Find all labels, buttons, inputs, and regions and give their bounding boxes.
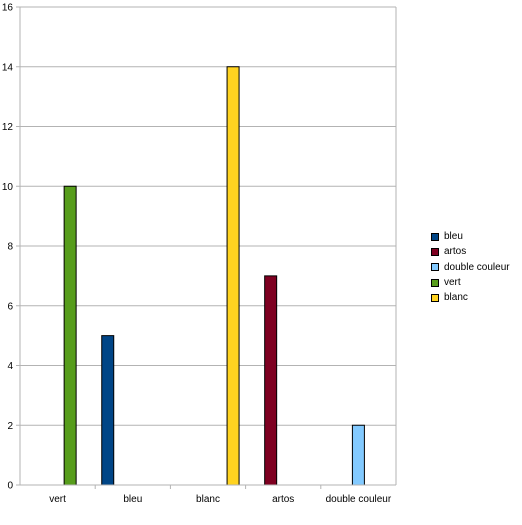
x-tick-label: vert	[49, 494, 66, 505]
axes	[19, 7, 397, 486]
y-tick-label: 16	[2, 3, 14, 14]
x-tick-label: double couleur	[326, 494, 392, 505]
x-tick-label: artos	[272, 494, 294, 505]
legend-item: bleu	[431, 229, 510, 244]
legend-item: double couleur	[431, 260, 510, 275]
legend-swatch	[431, 293, 439, 302]
legend-label: double couleur	[444, 261, 510, 273]
bar-artos	[264, 275, 278, 486]
y-tick-label: 0	[7, 481, 13, 492]
legend-swatch	[431, 278, 439, 287]
x-tick-label: blanc	[196, 494, 220, 505]
legend-label: blanc	[444, 292, 468, 304]
legend-item: blanc	[431, 290, 510, 305]
y-tick-label: 8	[7, 242, 13, 253]
legend: bleu artos double couleur vert blanc	[431, 229, 510, 305]
legend-label: vert	[444, 277, 461, 289]
legend-label: bleu	[444, 231, 463, 243]
y-tick-label: 14	[2, 62, 14, 73]
x-tick-label: bleu	[123, 494, 142, 505]
bar-double-couleur	[351, 424, 365, 486]
grid-lines	[16, 6, 396, 486]
bar-bleu	[101, 335, 115, 486]
bar-blanc	[226, 66, 240, 486]
x-axis-ticks: vert bleu blanc artos double couleur	[49, 485, 392, 505]
legend-swatch	[431, 232, 439, 241]
legend-swatch	[431, 247, 439, 256]
y-tick-label: 2	[7, 421, 13, 432]
bars	[63, 66, 365, 486]
y-tick-label: 10	[2, 182, 14, 193]
legend-swatch	[431, 263, 439, 272]
y-tick-label: 6	[7, 301, 13, 312]
legend-label: artos	[444, 246, 467, 258]
y-axis-ticks: 0 2 4 6 8 10 12 14 16	[2, 3, 14, 492]
bar-vert	[63, 185, 77, 486]
y-tick-label: 4	[7, 361, 13, 372]
legend-item: vert	[431, 275, 510, 290]
y-tick-label: 12	[2, 122, 14, 133]
legend-item: artos	[431, 244, 510, 259]
